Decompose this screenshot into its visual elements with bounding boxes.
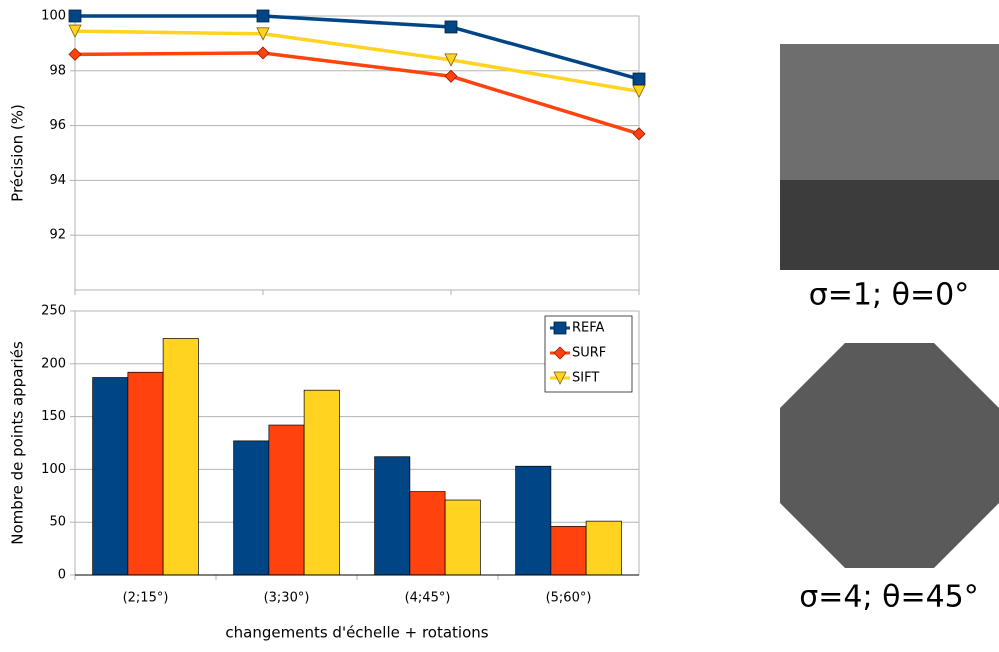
bar (444, 499, 481, 576)
y-tick-label: 200 (41, 356, 66, 371)
bar (233, 440, 270, 576)
rotated-photo (780, 343, 999, 568)
bar (162, 338, 199, 576)
y-tick-label: 92 (49, 228, 66, 243)
bar (550, 526, 587, 576)
x-tick-label: (4;45°) (405, 591, 451, 606)
y-axis-label: Nombre de points appariés (9, 341, 27, 545)
bar (268, 424, 305, 576)
x-axis-label: changements d'échelle + rotations (225, 624, 488, 642)
x-tick-label: (5;60°) (546, 591, 592, 606)
line (74, 29, 640, 94)
y-tick-label: 100 (41, 9, 66, 24)
y-tick-label: 250 (41, 304, 66, 319)
legend-label: REFA (572, 321, 605, 336)
point (68, 24, 82, 38)
y-tick-label: 150 (41, 409, 66, 424)
legend-label: SIFT (572, 371, 599, 386)
bar (515, 465, 552, 576)
point (68, 9, 82, 23)
bar (585, 520, 622, 576)
point (256, 9, 270, 23)
point (632, 127, 646, 141)
y-tick-label: 98 (49, 63, 66, 78)
y-tick-label: 94 (49, 173, 66, 188)
point (256, 27, 270, 41)
bar (303, 389, 340, 576)
point (444, 20, 458, 34)
point (632, 72, 646, 86)
y-tick-label: 100 (41, 462, 66, 477)
legend-marker (553, 346, 567, 360)
bar (127, 371, 164, 576)
image-caption: σ=4; θ=45° (799, 580, 979, 615)
point (632, 84, 646, 99)
point (444, 53, 458, 67)
y-tick-label: 0 (58, 568, 66, 583)
bar (92, 377, 129, 576)
legend-label: SURF (572, 346, 606, 361)
y-tick-label: 96 (49, 118, 66, 133)
photo-road (780, 180, 999, 270)
legend-marker (553, 321, 567, 335)
bar (409, 491, 446, 576)
line (75, 14, 640, 81)
x-tick-label: (2;15°) (123, 591, 169, 606)
y-axis-label: Précision (%) (9, 104, 27, 202)
point (444, 69, 458, 83)
bar (374, 456, 411, 576)
image-caption: σ=1; θ=0° (809, 278, 969, 313)
x-tick-label: (3;30°) (264, 591, 310, 606)
line (74, 51, 640, 136)
point (68, 47, 82, 61)
point (256, 46, 270, 60)
y-tick-label: 50 (49, 515, 66, 530)
legend-marker (553, 371, 567, 385)
